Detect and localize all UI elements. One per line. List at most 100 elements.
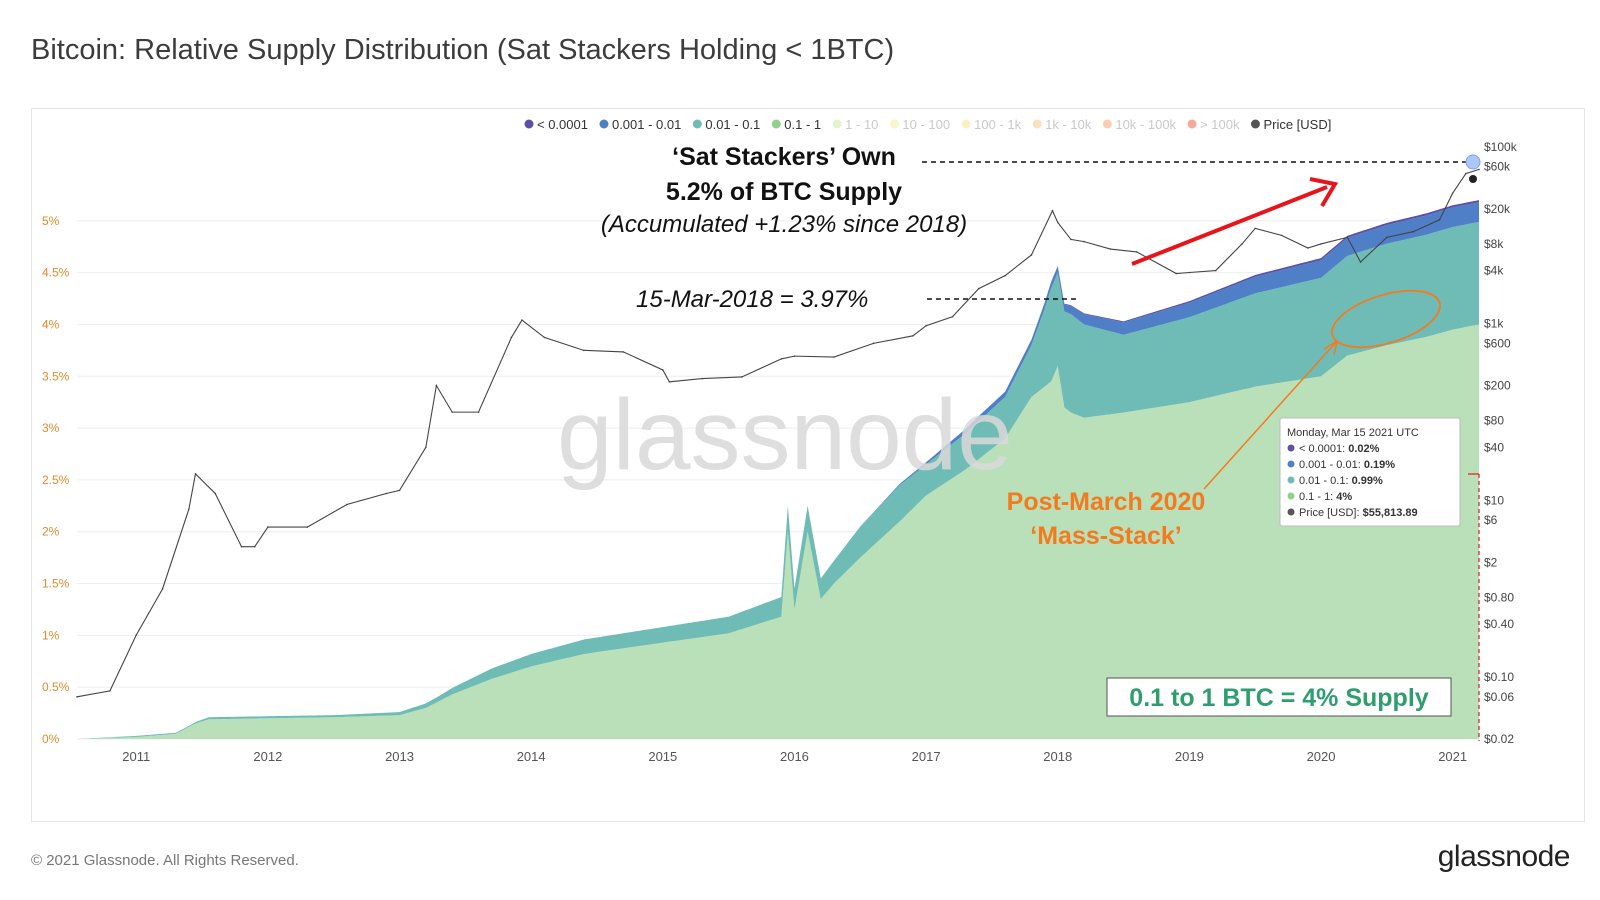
left-tick-label: 3% [42, 421, 60, 435]
legend-item[interactable]: 10 - 100 [889, 117, 950, 132]
price-point [477, 411, 480, 413]
left-axis: 0% 0.5% 1% 1.5% 2% 2.5% 3% 3.5% 4% 4.5% 5% [42, 214, 70, 746]
legend-item[interactable]: < 0.0001 [524, 117, 588, 132]
legend-item[interactable]: Price [USD] [1250, 117, 1331, 132]
right-tick-label: $100k [1484, 140, 1518, 154]
legend-swatch [1032, 119, 1042, 129]
left-tick-label: 2.5% [42, 473, 70, 487]
price-point [1070, 238, 1072, 241]
tooltip-row-label: 0.001 - 0.01: 0.19% [1299, 459, 1395, 471]
area-0-01-0-1 [77, 221, 1479, 739]
annotations: ‘Sat Stackers’ Own 5.2% of BTC Supply (Acc… [601, 143, 1481, 717]
x-axis: 2011 2012 2013 2014 2015 2016 2017 2018 2019 2020… [122, 749, 1467, 764]
left-tick-label: 0.5% [42, 680, 70, 694]
price-point [912, 335, 914, 337]
price-point [1109, 248, 1112, 250]
price-point [1241, 243, 1243, 245]
orange-ellipse [1331, 289, 1441, 349]
area-0-1-1 [77, 324, 1479, 739]
right-tick-label: $0.10 [1484, 670, 1514, 684]
price-point [1438, 219, 1441, 221]
price-point [521, 319, 523, 321]
price-point [1175, 272, 1178, 275]
tooltip-date: Monday, Mar 15 2021 UTC [1287, 427, 1419, 439]
price-point [1478, 168, 1480, 171]
supply-box-label: 0.1 to 1 BTC = 4% Supply [1129, 684, 1428, 712]
price-point [740, 376, 743, 378]
price-point [425, 446, 427, 449]
right-tick-label: $20k [1484, 202, 1511, 216]
legend-item[interactable]: 0.01 - 0.1 [692, 117, 760, 132]
red-arrow-shaft [1131, 185, 1328, 266]
price-point [188, 508, 190, 510]
legend-swatch [524, 119, 534, 129]
price-point [267, 526, 269, 528]
price-point [1051, 209, 1054, 212]
tooltip-swatch [1287, 476, 1295, 484]
right-tick-label: $2 [1484, 555, 1498, 569]
right-tick-label: $200 [1484, 379, 1511, 393]
legend-swatch [889, 119, 899, 129]
legend-item[interactable]: 0.001 - 0.01 [599, 117, 681, 132]
left-tick-label: 1% [42, 628, 60, 642]
annotation-post-march-line1: Post-March 2020 [1007, 488, 1206, 516]
legend-label: > 100k [1200, 117, 1240, 132]
legend-item[interactable]: > 100k [1187, 117, 1240, 132]
annotation-sat-stackers-line2: 5.2% of BTC Supply [666, 178, 902, 206]
price-point [662, 369, 664, 371]
page-title: Bitcoin: Relative Supply Distribution (S… [31, 34, 895, 66]
tooltip-row-value: 0.19% [1364, 459, 1395, 471]
x-tick-label: 2013 [385, 749, 414, 764]
legend-swatch [771, 119, 781, 129]
legend-item[interactable]: 1 - 10 [832, 117, 879, 132]
legend-label: 10 - 100 [902, 117, 950, 132]
price-series[interactable] [76, 168, 1480, 698]
tooltip-swatch [1287, 492, 1295, 500]
price-point [793, 355, 796, 357]
legend-label: 0.1 - 1 [784, 117, 821, 132]
annotation-sat-stackers-line3: (Accumulated +1.23% since 2018) [601, 211, 967, 238]
red-arrow-head [1309, 177, 1339, 208]
chart-panel: glassnode 0% 0.5% 1% 1.5% 2% 2.5% 3% 3.5% 4% 4.5%… [31, 108, 1585, 822]
right-tick-label: $1k [1484, 317, 1504, 331]
price-point [1307, 247, 1309, 249]
legend-item[interactable]: 0.1 - 1 [771, 117, 821, 132]
right-tick-label: $40 [1484, 440, 1504, 454]
tooltip-row-value: 0.02% [1348, 443, 1379, 455]
legend-item[interactable]: 1k - 10k [1032, 117, 1092, 132]
legend-label: 1 - 10 [845, 117, 878, 132]
price-point [833, 356, 835, 358]
footer-logo[interactable]: glassnode [1437, 840, 1571, 873]
price-point [1004, 274, 1006, 277]
price-point [214, 492, 217, 495]
legend-label: 10k - 100k [1115, 117, 1176, 132]
legend-label: < 0.0001 [537, 117, 588, 132]
legend-item[interactable]: 100 - 1k [961, 117, 1022, 132]
price-point [1412, 230, 1414, 233]
right-tick-label: $0.80 [1484, 590, 1514, 604]
x-tick-label: 2012 [253, 749, 282, 764]
area-series[interactable] [77, 200, 1479, 739]
price-point [1386, 236, 1388, 239]
price-point [1346, 236, 1349, 239]
legend-item[interactable]: 10k - 100k [1102, 117, 1177, 132]
crosshair-marker-top [1465, 154, 1481, 170]
price-point [780, 358, 783, 360]
legend-swatch [1250, 119, 1260, 129]
price-point [925, 324, 927, 327]
legend[interactable]: < 0.0001 0.001 - 0.01 0.01 - 0.1 0.1 - 1 1 -… [524, 117, 1332, 132]
legend-swatch [692, 119, 702, 129]
legend-label: Price [USD] [1263, 117, 1331, 132]
tooltip-row-value: 4% [1336, 491, 1352, 503]
price-point [1188, 271, 1191, 274]
x-tick-label: 2017 [912, 749, 941, 764]
x-tick-label: 2015 [648, 749, 677, 764]
orange-arrow-head [1323, 339, 1339, 356]
chart-svg: glassnode 0% 0.5% 1% 1.5% 2% 2.5% 3% 3.5% 4% 4.5%… [42, 117, 1518, 764]
legend-swatch [1102, 119, 1112, 129]
legend-label: 100 - 1k [974, 117, 1021, 132]
price-point [668, 381, 671, 383]
price-point [1254, 227, 1257, 230]
price-point [510, 336, 513, 339]
supply-box [1106, 677, 1452, 717]
